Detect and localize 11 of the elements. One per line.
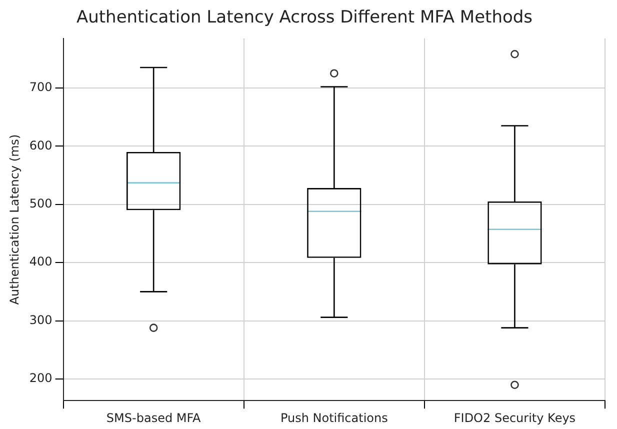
y-tick-label: 300 xyxy=(29,312,52,327)
y-axis-title: Authentication Latency (ms) xyxy=(7,134,22,305)
y-tick-label: 700 xyxy=(29,80,52,94)
y-tick-label: 200 xyxy=(29,371,52,386)
y-tick-label: 500 xyxy=(29,196,52,210)
x-tick-label: FIDO2 Security Keys xyxy=(454,410,576,425)
x-tick-label: Push Notifications xyxy=(280,410,388,425)
chart-title: Authentication Latency Across Different MFA Methods xyxy=(76,8,533,28)
x-tick-label: SMS-based MFA xyxy=(106,410,202,425)
y-tick-label: 400 xyxy=(29,254,52,269)
y-tick-label: 600 xyxy=(29,138,52,152)
